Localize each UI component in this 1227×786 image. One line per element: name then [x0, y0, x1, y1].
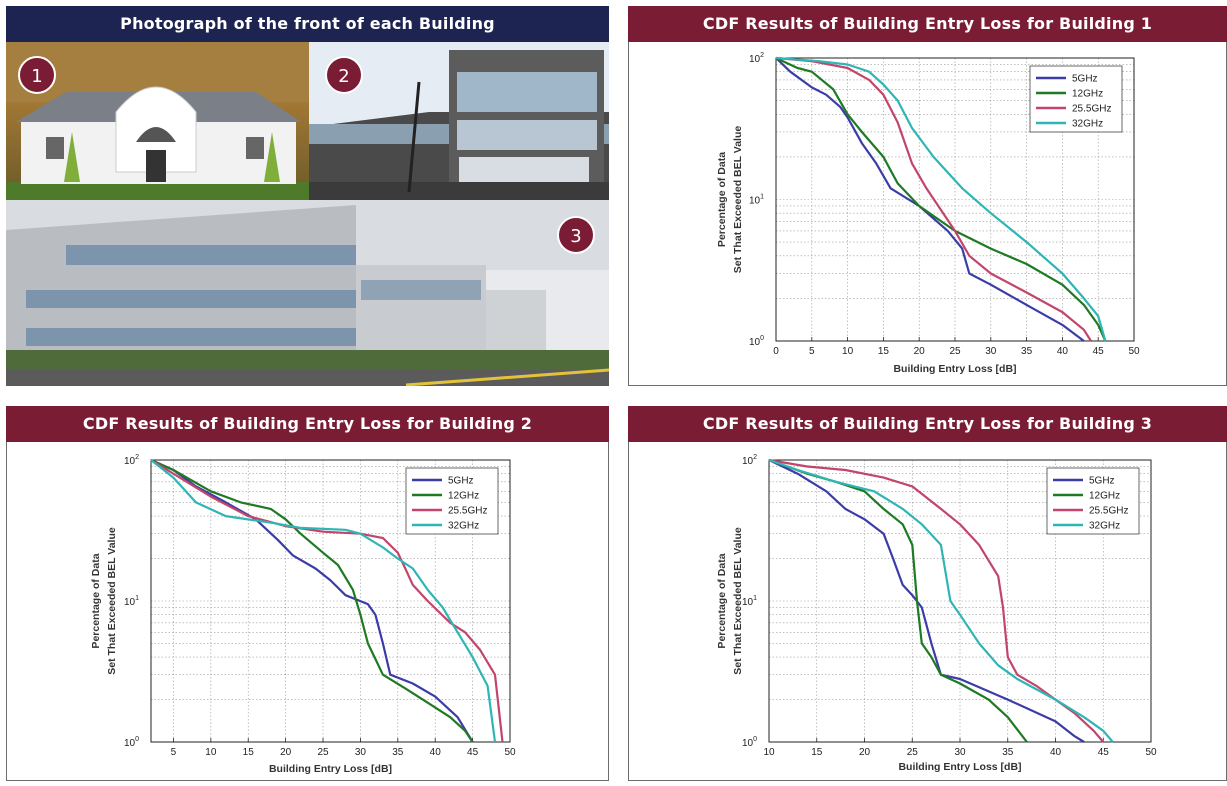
y-tick-label: 100	[749, 335, 764, 348]
photo-building-2: 2	[309, 42, 609, 200]
x-tick-label: 40	[1057, 346, 1069, 357]
x-tick-label: 50	[1145, 747, 1157, 758]
chart-building-2: 5 10 15 20 25 30 35 40 45 50 100 101 102 Building Ent…	[90, 454, 516, 775]
photo-building-1: 1	[6, 42, 309, 200]
y-axis-label-line1: Percentage of Data	[716, 152, 728, 247]
legend-label: 5GHz	[1089, 476, 1115, 487]
x-tick-label: 15	[243, 747, 255, 758]
x-tick-label: 0	[773, 346, 779, 357]
axes-frame	[150, 459, 511, 743]
x-tick-label: 35	[1021, 346, 1033, 357]
y-tick-label: 102	[742, 454, 757, 467]
x-tick-label: 25	[317, 747, 329, 758]
x-tick-label: 5	[809, 346, 815, 357]
x-tick-label: 30	[355, 747, 367, 758]
x-tick-label: 30	[954, 747, 966, 758]
x-tick-label: 45	[467, 747, 479, 758]
chart-panel-building-1: CDF Results of Building Entry Loss for B…	[628, 6, 1227, 386]
x-tick-label: 15	[811, 747, 823, 758]
x-tick-label: 35	[1002, 747, 1014, 758]
y-axis-label-line1: Percentage of Data	[90, 553, 102, 648]
chart-panel-building-3: CDF Results of Building Entry Loss for B…	[628, 406, 1227, 781]
y-tick-label: 102	[749, 52, 764, 65]
y-tick-label: 100	[124, 736, 139, 749]
legend-label: 32GHz	[448, 521, 479, 532]
chart-title-building-1: CDF Results of Building Entry Loss for B…	[628, 6, 1227, 42]
y-axis-label-line2: Set That Exceeded BEL Value	[732, 527, 744, 675]
x-tick-label: 15	[878, 346, 890, 357]
x-tick-label: 25	[949, 346, 961, 357]
legend-label: 25.5GHz	[1072, 104, 1111, 115]
chart-box-building-2: 5 10 15 20 25 30 35 40 45 50 100 101 102 Building Ent…	[6, 442, 609, 781]
x-tick-label: 20	[914, 346, 926, 357]
x-tick-label: 40	[430, 747, 442, 758]
series-line-5ghz	[775, 57, 1085, 342]
series-line-25-5ghz	[775, 56, 1092, 342]
badge-3: 3	[557, 216, 595, 254]
y-tick-label: 100	[742, 736, 757, 749]
x-tick-label: 20	[280, 747, 292, 758]
legend-label: 32GHz	[1089, 521, 1120, 532]
photo-building-3: 3	[6, 200, 609, 386]
series-line-32ghz	[768, 458, 1114, 743]
legend-label: 25.5GHz	[448, 506, 487, 517]
x-tick-label: 25	[907, 747, 919, 758]
y-axis-label-line2: Set That Exceeded BEL Value	[732, 126, 744, 274]
series-line-12ghz	[150, 458, 474, 743]
x-tick-label: 5	[171, 747, 177, 758]
series-line-25-5ghz	[150, 459, 504, 743]
chart-box-building-1: 0 5 10 15 20 25 30 35 40 45 50 100 101 102 Building En…	[628, 42, 1227, 386]
x-axis-label: Building Entry Loss [dB]	[893, 363, 1016, 375]
series-line-32ghz	[150, 459, 497, 743]
x-tick-label: 50	[504, 747, 516, 758]
badge-1: 1	[18, 56, 56, 94]
legend-label: 32GHz	[1072, 119, 1103, 130]
photos-title: Photograph of the front of each Building	[6, 6, 609, 42]
x-tick-label: 10	[842, 346, 854, 357]
chart-building-1: 0 5 10 15 20 25 30 35 40 45 50 100 101 102 Building En…	[716, 52, 1140, 375]
y-tick-label: 102	[124, 454, 139, 467]
y-tick-label: 101	[124, 595, 139, 608]
y-axis-label-line1: Percentage of Data	[716, 553, 728, 648]
x-axis-label: Building Entry Loss [dB]	[898, 761, 1021, 773]
chart-title-building-3: CDF Results of Building Entry Loss for B…	[628, 406, 1227, 442]
x-tick-label: 45	[1093, 346, 1105, 357]
x-tick-label: 40	[1050, 747, 1062, 758]
photos-panel: Photograph of the front of each Building…	[6, 6, 609, 386]
x-tick-label: 35	[392, 747, 404, 758]
x-tick-label: 10	[763, 747, 775, 758]
x-tick-label: 30	[985, 346, 997, 357]
y-axis-label-line2: Set That Exceeded BEL Value	[106, 527, 118, 675]
badge-2: 2	[325, 56, 363, 94]
y-tick-label: 101	[749, 194, 764, 207]
series-line-5ghz	[150, 458, 474, 743]
legend-label: 12GHz	[448, 491, 479, 502]
legend-label: 12GHz	[1089, 491, 1120, 502]
series-line-5ghz	[768, 459, 1085, 743]
y-tick-label: 101	[742, 595, 757, 608]
x-tick-label: 10	[205, 747, 217, 758]
chart-box-building-3: 10 15 20 25 30 35 40 45 50 100 101 102 Building Entr…	[628, 442, 1227, 781]
chart-title-building-2: CDF Results of Building Entry Loss for B…	[6, 406, 609, 442]
x-tick-label: 50	[1128, 346, 1140, 357]
x-tick-label: 20	[859, 747, 871, 758]
legend-label: 5GHz	[1072, 74, 1098, 85]
x-tick-label: 45	[1098, 747, 1110, 758]
chart-building-3: 10 15 20 25 30 35 40 45 50 100 101 102 Building Entr…	[716, 454, 1157, 773]
x-axis-label: Building Entry Loss [dB]	[269, 763, 392, 775]
series-line-32ghz	[775, 56, 1107, 342]
legend-label: 12GHz	[1072, 89, 1103, 100]
legend-label: 25.5GHz	[1089, 506, 1128, 517]
series-line-12ghz	[775, 57, 1107, 342]
legend-label: 5GHz	[448, 476, 474, 487]
chart-panel-building-2: CDF Results of Building Entry Loss for B…	[6, 406, 609, 781]
